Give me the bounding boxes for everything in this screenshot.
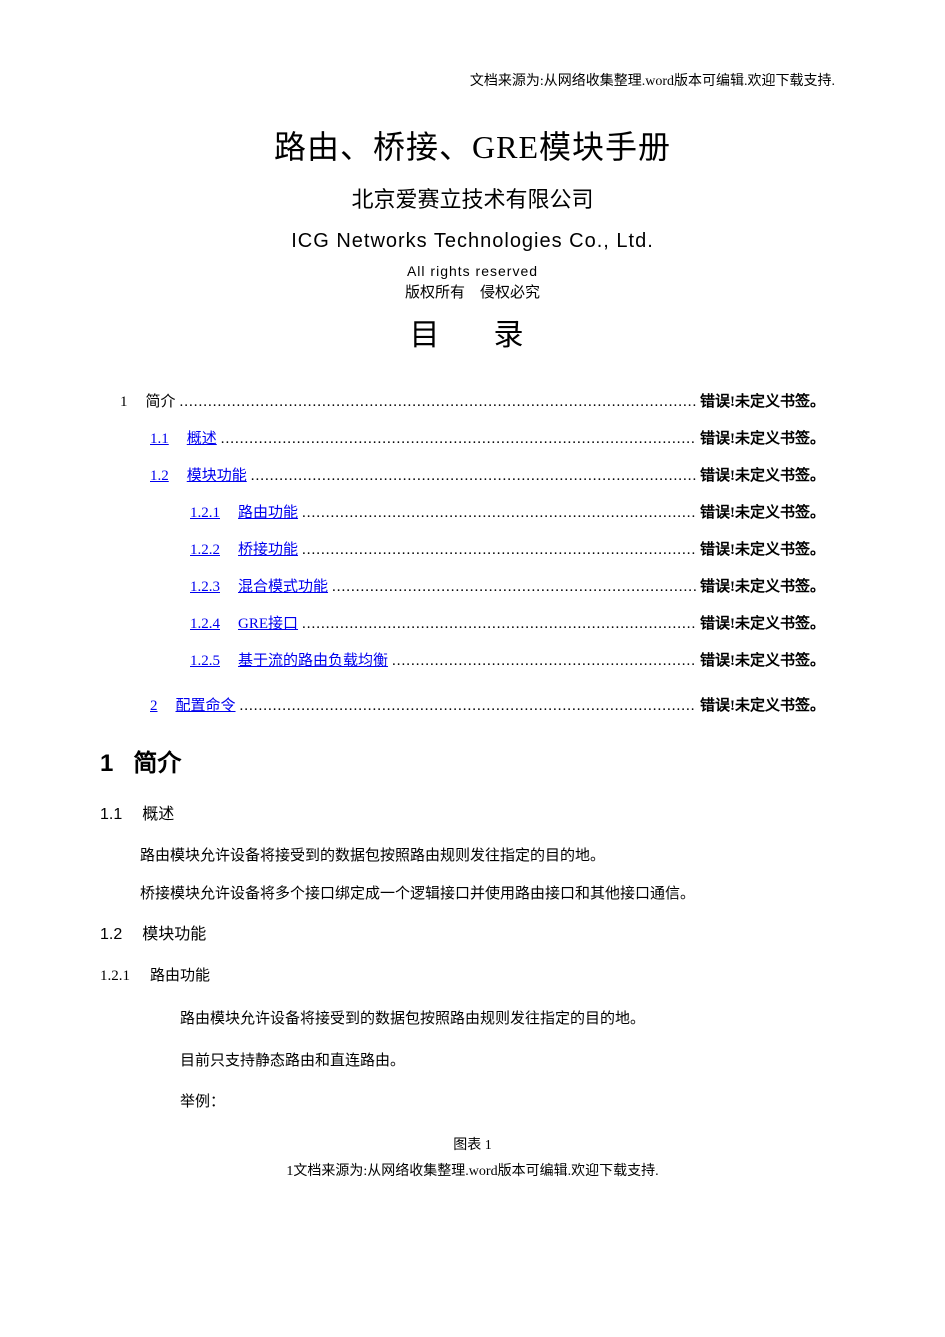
company-name-cn: 北京爱赛立技术有限公司: [100, 182, 845, 214]
footer-source-note: 1文档来源为:从网络收集整理.word版本可编辑.欢迎下载支持.: [100, 1160, 845, 1180]
toc-entry-number[interactable]: 2: [150, 698, 158, 715]
paragraph-routing-desc: 路由模块允许设备将接受到的数据包按照路由规则发往指定的目的地。: [140, 844, 845, 868]
document-page: 文档来源为:从网络收集整理.word版本可编辑.欢迎下载支持. 路由、桥接、GR…: [0, 0, 945, 1210]
toc-leader-dots: [180, 394, 696, 411]
toc-entry: 1 简介 错误!未定义书签。: [120, 390, 825, 411]
toc-entry: 1.2.4 GRE接口 错误!未定义书签。: [120, 612, 825, 633]
section-number: 1.1: [100, 806, 122, 824]
toc-entry-number[interactable]: 1.2.4: [190, 616, 220, 633]
toc-page-ref: 错误!未定义书签。: [700, 612, 825, 633]
toc-entry-label[interactable]: 概述: [187, 427, 217, 448]
toc-page-ref: 错误!未定义书签。: [700, 575, 825, 596]
section-number: 1.2.1: [100, 968, 130, 985]
toc-entry-label[interactable]: 桥接功能: [238, 538, 298, 559]
section-1-1-heading: 1.1 概述: [100, 800, 845, 824]
toc-entry: 1.2 模块功能 错误!未定义书签。: [120, 464, 825, 485]
toc-page-ref: 错误!未定义书签。: [700, 649, 825, 670]
toc-entry: 1.2.1 路由功能 错误!未定义书签。: [120, 501, 825, 522]
toc-leader-dots: [251, 468, 696, 485]
figure-caption: 图表 1: [100, 1134, 845, 1154]
company-name-en: ICG Networks Technologies Co., Ltd.: [100, 230, 845, 253]
section-1-2-heading: 1.2 模块功能: [100, 920, 845, 944]
rights-reserved-cn: 版权所有 侵权必究: [100, 281, 845, 302]
toc-entry: 1.2.3 混合模式功能 错误!未定义书签。: [120, 575, 825, 596]
toc-entry-number[interactable]: 1.2.1: [190, 505, 220, 522]
toc-page-ref: 错误!未定义书签。: [700, 390, 825, 411]
toc-leader-dots: [240, 698, 696, 715]
toc-entry-number: 1: [120, 394, 128, 411]
toc-leader-dots: [221, 431, 696, 448]
document-title: 路由、桥接、GRE模块手册: [100, 122, 845, 168]
rights-reserved-en: All rights reserved: [100, 263, 845, 279]
toc-entry-label[interactable]: 路由功能: [238, 501, 298, 522]
toc-leader-dots: [302, 542, 696, 559]
toc-page-ref: 错误!未定义书签。: [700, 694, 825, 715]
paragraph-example: 举例：: [180, 1090, 845, 1116]
toc-entry: 1.2.5 基于流的路由负载均衡 错误!未定义书签。: [120, 649, 825, 670]
toc-entry-label[interactable]: 模块功能: [187, 464, 247, 485]
section-label: 模块功能: [142, 926, 206, 943]
toc-page-ref: 错误!未定义书签。: [700, 501, 825, 522]
toc-entry-number[interactable]: 1.2.3: [190, 579, 220, 596]
toc-page-ref: 错误!未定义书签。: [700, 427, 825, 448]
toc-entry-label[interactable]: 混合模式功能: [238, 575, 328, 596]
toc-entry-number[interactable]: 1.2.5: [190, 653, 220, 670]
paragraph-bridge-desc: 桥接模块允许设备将多个接口绑定成一个逻辑接口并使用路由接口和其他接口通信。: [140, 882, 845, 906]
toc-leader-dots: [302, 616, 696, 633]
toc-entry: 2 配置命令 错误!未定义书签。: [120, 694, 825, 715]
header-source-note: 文档来源为:从网络收集整理.word版本可编辑.欢迎下载支持.: [100, 70, 845, 90]
section-number: 1.2: [100, 926, 122, 944]
toc-entry-label[interactable]: 配置命令: [176, 694, 236, 715]
section-label: 简介: [133, 750, 181, 777]
toc-entry: 1.2.2 桥接功能 错误!未定义书签。: [120, 538, 825, 559]
toc-page-ref: 错误!未定义书签。: [700, 538, 825, 559]
toc-entry-label[interactable]: GRE接口: [238, 612, 298, 633]
table-of-contents: 1简介错误!未定义书签。1.1概述错误!未定义书签。1.2模块功能错误!未定义书…: [120, 390, 825, 715]
toc-entry-number[interactable]: 1.2: [150, 468, 169, 485]
toc-entry-label: 简介: [146, 390, 176, 411]
section-1-2-1-heading: 1.2.1 路由功能: [100, 964, 845, 985]
toc-page-ref: 错误!未定义书签。: [700, 464, 825, 485]
toc-entry-label[interactable]: 基于流的路由负载均衡: [238, 649, 388, 670]
section-label: 概述: [142, 806, 174, 823]
toc-heading: 目 录: [100, 310, 845, 354]
toc-leader-dots: [332, 579, 696, 596]
toc-entry-number[interactable]: 1.2.2: [190, 542, 220, 559]
toc-entry-number[interactable]: 1.1: [150, 431, 169, 448]
section-number: 1: [100, 750, 113, 778]
section-1-heading: 1 简介: [100, 743, 845, 778]
paragraph-static-route: 目前只支持静态路由和直连路由。: [180, 1049, 845, 1075]
paragraph-routing-detail: 路由模块允许设备将接受到的数据包按照路由规则发往指定的目的地。: [180, 1007, 845, 1033]
section-label: 路由功能: [150, 968, 210, 984]
toc-leader-dots: [392, 653, 696, 670]
toc-leader-dots: [302, 505, 696, 522]
toc-entry: 1.1 概述 错误!未定义书签。: [120, 427, 825, 448]
